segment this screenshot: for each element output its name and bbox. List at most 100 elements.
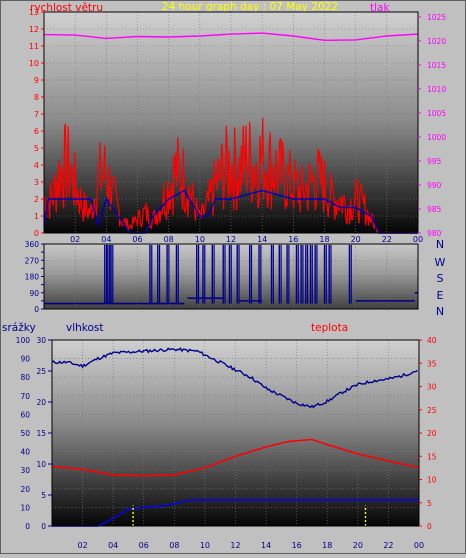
hum-x-tick-label: 16 bbox=[292, 541, 302, 550]
wind-direction-series bbox=[44, 244, 418, 305]
temp-y-tick-label: 40 bbox=[427, 336, 437, 345]
hum-x-tick-label: 12 bbox=[230, 541, 240, 550]
humidity-y-tick-label: 10 bbox=[36, 460, 46, 469]
pressure-y-tick-label: 1020 bbox=[427, 37, 446, 46]
wind-y-tick-label: 2 bbox=[34, 195, 39, 204]
humidity-y-tick-label: 25 bbox=[36, 367, 46, 376]
rain-line bbox=[52, 499, 419, 527]
wind-y-tick-label: 11 bbox=[29, 42, 39, 51]
wind-direction-ticks: 0 90 180 270 360 bbox=[25, 240, 44, 314]
wind-y-tick-label: 8 bbox=[34, 93, 39, 102]
rain-axis-title: srážky bbox=[2, 322, 36, 334]
wind-x-tick-label: 22 bbox=[382, 235, 392, 244]
wind-x-tick-label: 12 bbox=[226, 235, 236, 244]
temperature-line bbox=[51, 438, 420, 477]
hum-x-tick-label: 00 bbox=[414, 541, 424, 550]
wind-x-tick-label: 04 bbox=[101, 235, 111, 244]
temp-y-tick-label: 20 bbox=[427, 429, 437, 438]
wind-panel-series bbox=[43, 32, 419, 234]
pressure-line bbox=[43, 32, 419, 42]
pressure-axis-title: tlak bbox=[370, 2, 390, 14]
wind-y-tick-label: 7 bbox=[34, 110, 39, 119]
dir-y-tick-label: 90 bbox=[29, 289, 39, 298]
hum-x-tick-label: 02 bbox=[77, 541, 87, 550]
pressure-y-tick-label: 990 bbox=[427, 181, 442, 190]
dir-y-tick-label: 180 bbox=[25, 273, 40, 282]
compass-letter: N bbox=[436, 305, 444, 318]
compass-letter: W bbox=[435, 256, 446, 269]
humidity-y-tick-label: 0 bbox=[41, 522, 46, 531]
humidity-panel-ticks: 02 04 06 08 10 12 14 16 18 20 22 000102030405060708… bbox=[16, 336, 437, 550]
compass-letter: E bbox=[437, 289, 444, 302]
wind-y-tick-label: 5 bbox=[34, 144, 39, 153]
rain-y-tick-label: 0 bbox=[25, 522, 30, 531]
dir-y-tick-label: 270 bbox=[25, 256, 40, 265]
pressure-y-tick-label: 1000 bbox=[427, 133, 446, 142]
wind-x-tick-label: 18 bbox=[319, 235, 329, 244]
pressure-y-tick-label: 1010 bbox=[427, 85, 446, 94]
pressure-y-tick-label: 985 bbox=[427, 205, 442, 214]
temp-y-tick-label: 25 bbox=[427, 406, 437, 415]
temp-y-tick-label: 10 bbox=[427, 476, 437, 485]
wind-panel-ticks: 02 04 06 08 10 12 14 16 18 20 22 000123456789101112… bbox=[29, 8, 447, 244]
temperature-axis-title: teplota bbox=[311, 322, 348, 334]
hum-x-tick-label: 06 bbox=[139, 541, 149, 550]
pressure-y-tick-label: 980 bbox=[427, 229, 442, 238]
wind-x-tick-label: 02 bbox=[70, 235, 80, 244]
wind-x-tick-label: 20 bbox=[351, 235, 361, 244]
humidity-y-tick-label: 30 bbox=[36, 336, 46, 345]
humidity-y-tick-label: 5 bbox=[41, 491, 46, 500]
hum-x-tick-label: 10 bbox=[200, 541, 210, 550]
wind-speed-axis-title: rychlost větru bbox=[30, 2, 103, 14]
temp-y-tick-label: 15 bbox=[427, 452, 437, 461]
wind-panel-border bbox=[43, 11, 419, 234]
humidity-y-tick-label: 15 bbox=[36, 429, 46, 438]
pressure-y-tick-label: 995 bbox=[427, 157, 442, 166]
dir-y-tick-label: 360 bbox=[25, 240, 40, 249]
hum-x-tick-label: 14 bbox=[261, 541, 271, 550]
wind-y-tick-label: 4 bbox=[34, 161, 39, 170]
compass-letter: S bbox=[437, 272, 444, 285]
hum-x-tick-label: 18 bbox=[322, 541, 332, 550]
humidity-panel-series bbox=[51, 347, 420, 527]
rain-y-tick-label: 20 bbox=[20, 485, 30, 494]
humidity-y-tick-label: 20 bbox=[36, 398, 46, 407]
temp-y-tick-label: 35 bbox=[427, 359, 437, 368]
pressure-y-tick-label: 1005 bbox=[427, 109, 446, 118]
pressure-y-tick-label: 1025 bbox=[427, 13, 446, 22]
wind-y-tick-label: 10 bbox=[29, 59, 39, 68]
chart-title: 24 hour graph day : 07 May 2022 bbox=[162, 1, 338, 13]
rain-y-tick-label: 40 bbox=[20, 448, 30, 457]
wind-y-tick-label: 9 bbox=[34, 76, 39, 85]
hum-x-tick-label: 04 bbox=[108, 541, 118, 550]
hum-x-tick-label: 08 bbox=[169, 541, 179, 550]
hum-x-tick-label: 22 bbox=[383, 541, 393, 550]
wind-y-tick-label: 13 bbox=[29, 8, 39, 17]
wind-y-tick-label: 0 bbox=[34, 229, 39, 238]
wind-x-tick-label: 08 bbox=[164, 235, 174, 244]
temp-y-tick-label: 30 bbox=[427, 383, 437, 392]
rain-y-tick-label: 60 bbox=[20, 410, 30, 419]
rain-y-tick-label: 50 bbox=[20, 429, 30, 438]
wind-y-tick-label: 3 bbox=[34, 178, 39, 187]
humidity-axis-title: vlhkost bbox=[66, 322, 104, 334]
rain-y-tick-label: 70 bbox=[20, 392, 30, 401]
rain-y-tick-label: 90 bbox=[20, 355, 30, 364]
wind-y-tick-label: 1 bbox=[34, 212, 39, 221]
dir-y-tick-label: 0 bbox=[34, 305, 39, 314]
compass-letter: N bbox=[436, 238, 444, 251]
wind-x-tick-label: 10 bbox=[195, 235, 205, 244]
wind-x-tick-label: 00 bbox=[413, 235, 423, 244]
wind-x-tick-label: 16 bbox=[288, 235, 298, 244]
hum-x-tick-label: 20 bbox=[353, 541, 363, 550]
wind-base-line bbox=[43, 189, 418, 234]
wind-y-tick-label: 6 bbox=[34, 127, 39, 136]
wind-y-tick-label: 12 bbox=[29, 25, 39, 34]
wind-x-tick-label: 06 bbox=[132, 235, 142, 244]
rain-y-tick-label: 10 bbox=[20, 503, 30, 512]
humidity-line bbox=[51, 347, 418, 409]
wind-x-tick-label: 14 bbox=[257, 235, 267, 244]
